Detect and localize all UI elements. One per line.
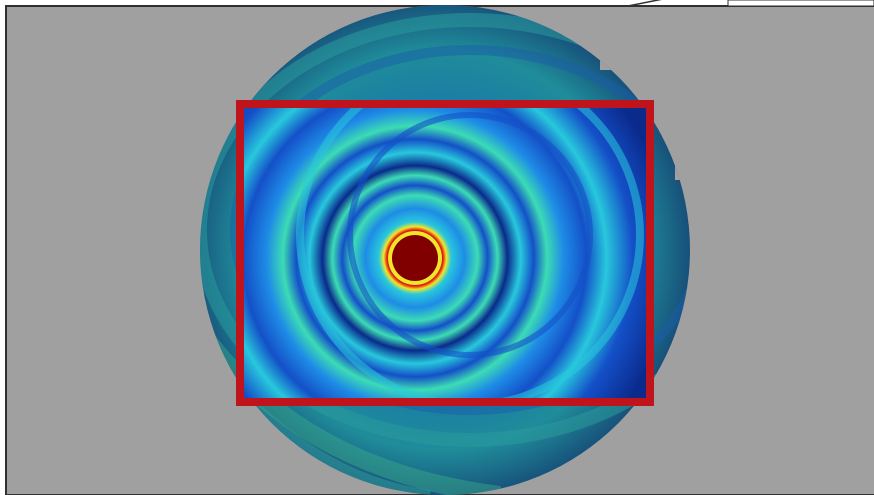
zoom-region — [240, 104, 650, 402]
center-spot-core — [392, 235, 438, 281]
highlight-box — [236, 100, 654, 406]
inset-corner — [727, 0, 874, 7]
connector-line — [627, 0, 662, 7]
